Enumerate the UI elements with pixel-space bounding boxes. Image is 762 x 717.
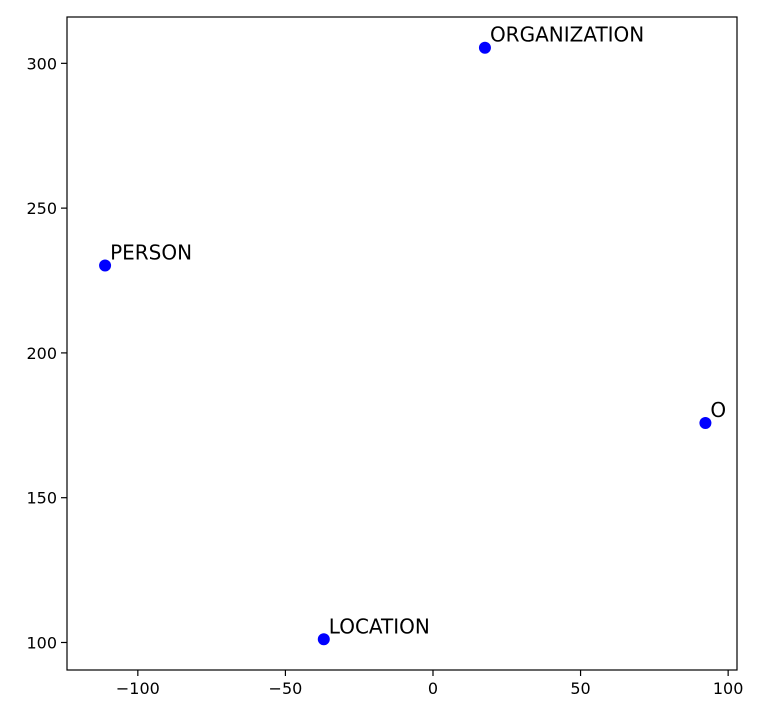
point-label: ORGANIZATION (490, 23, 644, 47)
x-tick-label: 100 (713, 679, 744, 698)
y-tick-label: 300 (26, 54, 57, 73)
x-tick-label: 0 (428, 679, 438, 698)
data-points (99, 41, 712, 646)
y-tick-label: 150 (26, 489, 57, 508)
y-tick-label: 100 (26, 633, 57, 652)
point-label: PERSON (110, 240, 192, 264)
plot-frame (66, 16, 738, 671)
data-point (699, 416, 712, 429)
x-tick-label: 50 (570, 679, 590, 698)
data-point (478, 41, 491, 54)
data-point (317, 633, 330, 646)
y-tick-label: 250 (26, 199, 57, 218)
point-labels: ORGANIZATION PERSON O LOCATION (110, 23, 726, 639)
point-label: O (710, 398, 726, 422)
y-tick-label: 200 (26, 344, 57, 363)
point-label: LOCATION (329, 614, 430, 638)
x-tick-label: −100 (116, 679, 160, 698)
x-tick-label: −50 (269, 679, 303, 698)
x-axis-ticks: −100 −50 0 50 100 (116, 670, 744, 698)
y-axis-ticks: 100 150 200 250 300 (26, 54, 67, 652)
data-point (99, 259, 112, 272)
